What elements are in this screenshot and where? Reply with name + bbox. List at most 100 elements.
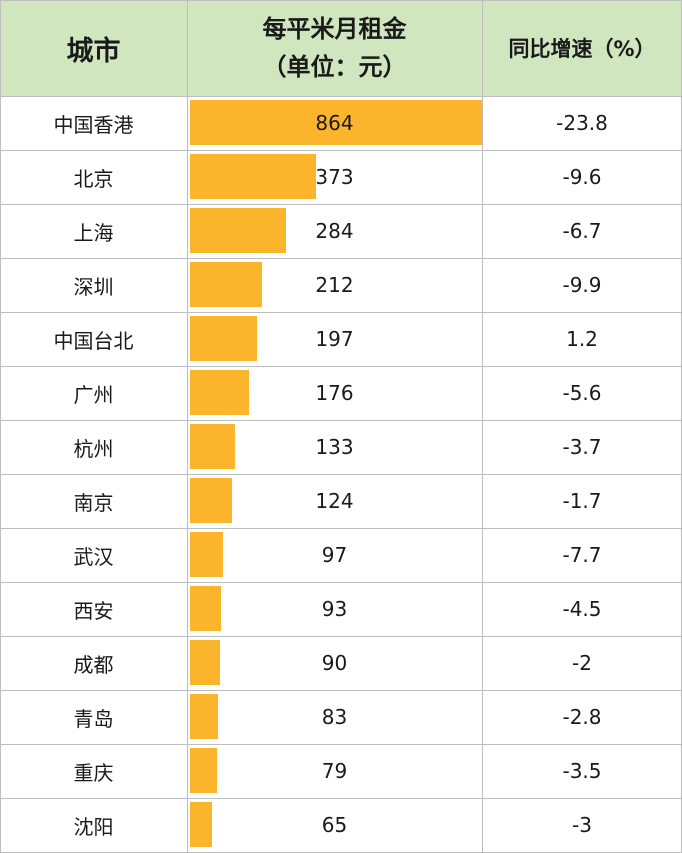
rent-cell: 79 [187,744,482,798]
growth-cell: -6.7 [562,219,602,243]
city-cell: 中国台北 [53,328,134,353]
rent-bar [190,586,222,631]
grid-line-horizontal [0,0,682,1]
rent-bar [190,478,232,523]
rent-value: 65 [321,813,348,837]
grid-line-horizontal [0,636,682,637]
growth-cell: 1.2 [566,327,598,351]
city-cell: 成都 [73,652,114,677]
rent-bar [190,694,219,739]
growth-cell: -3.7 [562,435,602,459]
city-cell: 北京 [73,166,114,191]
grid-line-horizontal [0,582,682,583]
grid-line-horizontal [0,474,682,475]
grid-line-horizontal [0,366,682,367]
rent-cell: 197 [187,312,482,366]
growth-cell: -7.7 [562,543,602,567]
city-cell: 中国香港 [53,112,134,137]
header-rent: 每平米月租金 （单位：元） [187,0,482,96]
rent-cell: 133 [187,420,482,474]
grid-line-horizontal [0,150,682,151]
city-cell: 广州 [73,382,114,407]
table-row: 北京 373 -9.6 [0,150,682,204]
table-row: 沈阳 65 -3 [0,798,682,852]
rent-cell: 284 [187,204,482,258]
rent-cell: 83 [187,690,482,744]
rent-value: 373 [315,165,354,189]
grid-line-horizontal [0,744,682,745]
table-row: 西安 93 -4.5 [0,582,682,636]
rent-cell: 93 [187,582,482,636]
grid-line-horizontal [0,798,682,799]
rent-bar [190,532,223,577]
grid-line-horizontal [0,420,682,421]
city-cell: 上海 [73,220,114,245]
table-row: 南京 124 -1.7 [0,474,682,528]
rent-value: 83 [321,705,348,729]
table-row: 上海 284 -6.7 [0,204,682,258]
table-row: 中国香港 864 -23.8 [0,96,682,150]
table-row: 杭州 133 -3.7 [0,420,682,474]
rent-bar [190,316,257,361]
growth-cell: -9.9 [562,273,602,297]
table-row: 中国台北 197 1.2 [0,312,682,366]
city-cell: 西安 [73,598,114,623]
rent-bar [190,208,286,253]
rent-bar [190,262,262,307]
growth-cell: -3.5 [562,759,602,783]
rent-value: 124 [315,489,354,513]
city-cell: 深圳 [73,274,114,299]
rent-value: 97 [321,543,348,567]
rent-cell: 90 [187,636,482,690]
rent-cell: 864 [187,96,482,150]
rent-bar [190,748,217,793]
grid-line-horizontal [0,312,682,313]
growth-cell: -2 [572,651,592,675]
grid-line-horizontal [0,528,682,529]
city-cell: 武汉 [73,544,114,569]
city-cell: 重庆 [73,760,114,785]
grid-line-horizontal [0,96,682,97]
rent-cell: 212 [187,258,482,312]
header-city-label: 城市 [66,35,121,67]
rent-cell: 176 [187,366,482,420]
header-rent-unit: （单位：元） [262,53,407,81]
rent-bar [190,100,482,145]
growth-cell: -3 [572,813,592,837]
growth-cell: -2.8 [562,705,602,729]
table-row: 重庆 79 -3.5 [0,744,682,798]
grid-line-horizontal [0,690,682,691]
city-cell: 南京 [73,490,114,515]
table-row: 青岛 83 -2.8 [0,690,682,744]
table-row: 深圳 212 -9.9 [0,258,682,312]
rent-cell: 65 [187,798,482,852]
rent-bar [190,802,212,847]
rent-value: 284 [315,219,354,243]
grid-line-vertical [482,0,483,853]
city-cell: 青岛 [73,706,114,731]
table-row: 武汉 97 -7.7 [0,528,682,582]
rent-value: 176 [315,381,354,405]
grid-line-vertical [187,0,188,853]
growth-cell: -23.8 [556,111,608,135]
header-city: 城市 [0,0,187,96]
rent-bar [190,640,221,685]
growth-cell: -5.6 [562,381,602,405]
grid-line-horizontal [0,258,682,259]
growth-cell: -4.5 [562,597,602,621]
rent-value: 93 [321,597,348,621]
rent-value: 212 [315,273,354,297]
rent-cell: 97 [187,528,482,582]
header-growth-label: 同比增速（%） [508,37,656,61]
city-cell: 沈阳 [73,814,114,839]
rent-bar [190,370,250,415]
rent-value: 90 [321,651,348,675]
table-row: 成都 90 -2 [0,636,682,690]
rent-bar [190,424,235,469]
rent-value: 864 [315,111,354,135]
rent-cell: 373 [187,150,482,204]
rent-value: 133 [315,435,354,459]
rent-cell: 124 [187,474,482,528]
grid-line-vertical [0,0,1,853]
city-cell: 杭州 [73,436,114,461]
